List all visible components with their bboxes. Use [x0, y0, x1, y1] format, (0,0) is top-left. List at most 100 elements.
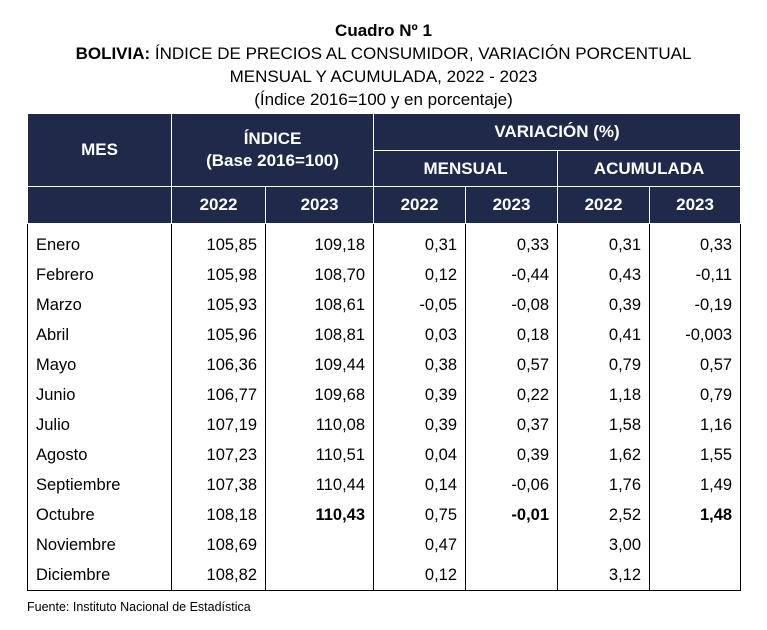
cell-value: 108,69: [171, 530, 266, 560]
header-mes-blank: [27, 186, 172, 224]
cell-value: 0,43: [557, 260, 651, 290]
cell-value: 107,23: [171, 440, 266, 470]
table-row: Noviembre 108,69 0,47 3,00: [27, 530, 742, 560]
header-year: 2023: [649, 186, 742, 224]
cell-value: 110,08: [264, 410, 375, 440]
cell-value: [649, 560, 742, 591]
cell-value: 1,76: [557, 470, 651, 500]
cell-value: 0,31: [373, 223, 467, 260]
cell-value: 0,39: [557, 290, 651, 320]
cell-value: 105,96: [171, 320, 266, 350]
cell-value: [465, 560, 559, 591]
cell-month: Junio: [27, 380, 172, 410]
cell-month: Febrero: [27, 260, 172, 290]
ipc-table: MES ÍNDICE (Base 2016=100) VARIACIÓN (%)…: [27, 113, 742, 591]
cell-month: Septiembre: [27, 470, 172, 500]
cell-value: [649, 530, 742, 560]
cell-value: 0,33: [465, 223, 559, 260]
table-row: Enero 105,85 109,18 0,31 0,33 0,31 0,33: [27, 223, 742, 260]
header-indice-base: (Base 2016=100): [206, 151, 339, 170]
cell-value: 1,49: [649, 470, 742, 500]
cell-value: 108,82: [171, 560, 266, 591]
cell-value: 106,36: [171, 350, 266, 380]
header-indice: ÍNDICE (Base 2016=100): [170, 113, 375, 187]
cell-value: 0,79: [649, 380, 742, 410]
cell-value: 0,39: [373, 410, 467, 440]
header-variacion: VARIACIÓN (%): [373, 113, 742, 151]
cell-value: -0,06: [465, 470, 559, 500]
cell-month: Mayo: [27, 350, 172, 380]
table-row: Junio 106,77 109,68 0,39 0,22 1,18 0,79: [27, 380, 742, 410]
cell-value: 106,77: [171, 380, 266, 410]
cell-value: 105,98: [171, 260, 266, 290]
cell-value: 108,61: [264, 290, 375, 320]
table-row: Febrero 105,98 108,70 0,12 -0,44 0,43 -0,11: [27, 260, 742, 290]
cell-value: 0,57: [649, 350, 742, 380]
cell-value: 109,44: [264, 350, 375, 380]
cell-value: -0,11: [649, 260, 742, 290]
header-year: 2022: [171, 186, 266, 224]
cell-value: 0,14: [373, 470, 467, 500]
cell-value: 110,43: [264, 500, 375, 530]
cell-value: 0,33: [649, 223, 742, 260]
table-subtitle-line3: (Índice 2016=100 y en porcentaje): [254, 90, 513, 109]
cell-month: Julio: [27, 410, 172, 440]
cell-value: 1,55: [649, 440, 742, 470]
table-row: Abril 105,96 108,81 0,03 0,18 0,41 -0,003: [27, 320, 742, 350]
cell-month: Diciembre: [27, 560, 172, 591]
cell-value: 110,51: [264, 440, 375, 470]
cell-month: Marzo: [27, 290, 172, 320]
header-year: 2022: [373, 186, 467, 224]
cell-value: 1,16: [649, 410, 742, 440]
cell-value: 2,52: [557, 500, 651, 530]
cell-value: 105,93: [171, 290, 266, 320]
header-mensual: MENSUAL: [373, 150, 559, 187]
cell-value: [465, 530, 559, 560]
cell-value: -0,01: [465, 500, 559, 530]
cell-value: 107,19: [171, 410, 266, 440]
table-row: Octubre 108,18 110,43 0,75 -0,01 2,52 1,48: [27, 500, 742, 530]
table-row: Septiembre 107,38 110,44 0,14 -0,06 1,76 1,49: [27, 470, 742, 500]
cell-value: [264, 560, 375, 591]
cell-value: 0,22: [465, 380, 559, 410]
cell-value: 109,18: [264, 223, 375, 260]
header-year: 2023: [264, 186, 375, 224]
cell-value: 0,47: [373, 530, 467, 560]
cell-value: 0,37: [465, 410, 559, 440]
cell-value: 108,70: [264, 260, 375, 290]
cell-value: 1,18: [557, 380, 651, 410]
cell-value: 3,00: [557, 530, 651, 560]
header-acumulada: ACUMULADA: [557, 150, 742, 187]
header-indice-label: ÍNDICE: [243, 129, 302, 148]
cell-month: Noviembre: [27, 530, 172, 560]
cell-value: 105,85: [171, 223, 266, 260]
table-subtitle-line1: BOLIVIA: ÍNDICE DE PRECIOS AL CONSUMIDOR…: [0, 44, 767, 64]
cell-value: 0,18: [465, 320, 559, 350]
subtitle-country: BOLIVIA:: [75, 44, 151, 63]
cell-value: 0,12: [373, 560, 467, 591]
source-note: Fuente: Instituto Nacional de Estadístic…: [27, 600, 251, 614]
cell-month: Enero: [27, 223, 172, 260]
cell-value: 0,12: [373, 260, 467, 290]
cell-value: 108,18: [171, 500, 266, 530]
cell-value: 0,75: [373, 500, 467, 530]
table-row: Diciembre 108,82 0,12 3,12: [27, 560, 742, 591]
cell-month: Octubre: [27, 500, 172, 530]
cell-value: 0,57: [465, 350, 559, 380]
table-row: Julio 107,19 110,08 0,39 0,37 1,58 1,16: [27, 410, 742, 440]
cell-month: Abril: [27, 320, 172, 350]
header-year: 2022: [557, 186, 651, 224]
cell-value: -0,19: [649, 290, 742, 320]
cell-month: Agosto: [27, 440, 172, 470]
cell-value: 0,38: [373, 350, 467, 380]
table-row: Agosto 107,23 110,51 0,04 0,39 1,62 1,55: [27, 440, 742, 470]
table-row: Marzo 105,93 108,61 -0,05 -0,08 0,39 -0,19: [27, 290, 742, 320]
subtitle-text: ÍNDICE DE PRECIOS AL CONSUMIDOR, VARIACI…: [150, 44, 692, 63]
cell-value: 0,39: [465, 440, 559, 470]
table-subtitle-line2: MENSUAL Y ACUMULADA, 2022 - 2023: [229, 67, 538, 86]
cell-value: 0,04: [373, 440, 467, 470]
cell-value: 109,68: [264, 380, 375, 410]
cell-value: 3,12: [557, 560, 651, 591]
cell-value: 110,44: [264, 470, 375, 500]
cell-value: 0,03: [373, 320, 467, 350]
